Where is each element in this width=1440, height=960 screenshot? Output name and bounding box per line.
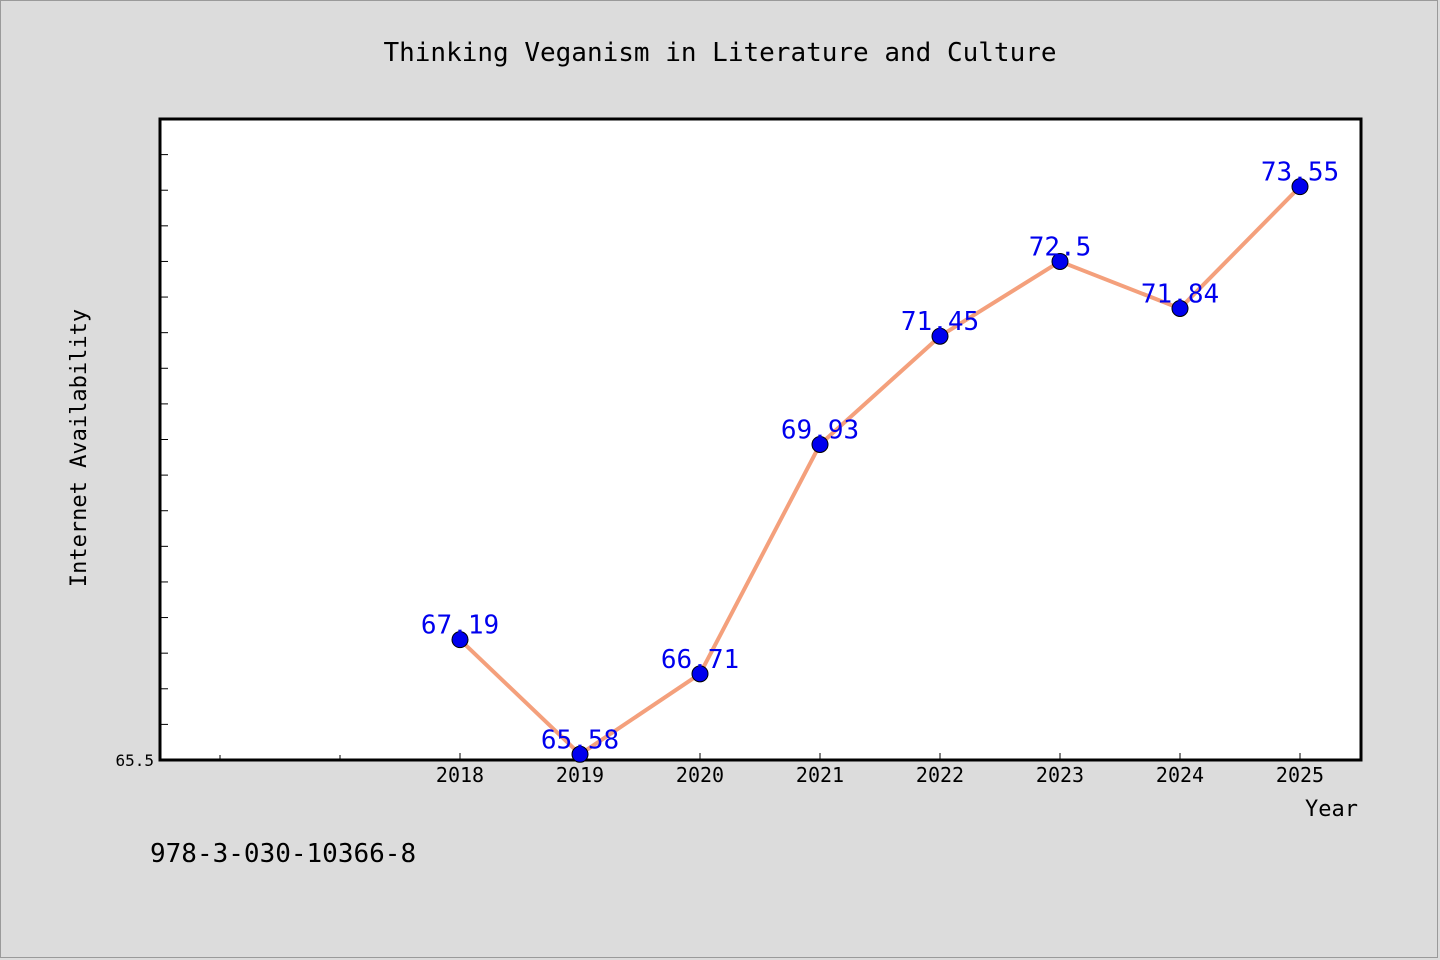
x-tick-label: 2019: [556, 763, 604, 787]
data-point: [691, 665, 709, 683]
y-axis-ticks: 65.5: [115, 118, 168, 770]
data-point: [811, 435, 829, 453]
series-line: [458, 185, 1302, 757]
x-tick-label: 2020: [676, 763, 724, 787]
chart-title: Thinking Veganism in Literature and Cult…: [383, 38, 1056, 68]
data-label: 71.45: [901, 307, 979, 337]
data-label: 65.58: [541, 725, 619, 755]
x-tick-label: 2022: [916, 763, 964, 787]
data-point: [931, 327, 949, 345]
data-label: 73.55: [1261, 158, 1339, 188]
y-axis-label: Internet Availability: [67, 309, 92, 587]
data-label: 72.5: [1029, 232, 1092, 262]
x-tick-label: 2023: [1036, 763, 1084, 787]
series-layer: 67.19 65.58 66.71 69.93 71.45 72.5 71.84 73.55: [421, 158, 1339, 763]
isbn-text: 978-3-030-10366-8: [150, 839, 416, 869]
x-tick-label: 2018: [436, 763, 484, 787]
data-label: 67.19: [421, 611, 499, 641]
plot-area: [158, 117, 1363, 762]
x-axis-ticks: 2018 2019 2020 2021 2022 2023 2024 2025: [219, 753, 1324, 787]
data-point: [1171, 299, 1189, 317]
y-tick-label: 65.5: [115, 751, 154, 770]
data-point: [1291, 178, 1309, 196]
data-point: [451, 631, 469, 649]
x-tick-label: 2024: [1156, 763, 1204, 787]
x-tick-label: 2021: [796, 763, 844, 787]
data-label: 69.93: [781, 415, 859, 445]
data-point: [571, 745, 589, 763]
x-axis-label: Year: [1305, 797, 1358, 822]
x-tick-label: 2025: [1276, 763, 1324, 787]
data-label: 71.84: [1141, 279, 1219, 309]
data-label: 66.71: [661, 645, 739, 675]
data-point: [1051, 252, 1069, 270]
